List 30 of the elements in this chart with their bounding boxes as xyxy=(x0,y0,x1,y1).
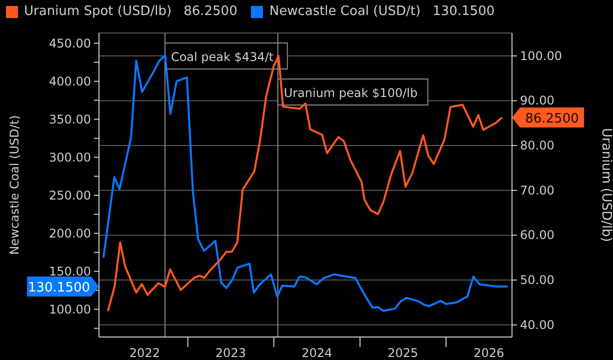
text: 130.1500 xyxy=(432,4,495,19)
y2-axis-title: Uranium (USD/lb) xyxy=(598,128,613,242)
ref-line-label: Uranium peak $100/lb xyxy=(284,86,418,100)
y2-tick-label: 100.00 xyxy=(520,48,562,63)
y2-tick-label: 40.00 xyxy=(520,318,554,332)
y2-tick-label: 80.00 xyxy=(520,138,554,153)
y-tick-label: 250.00 xyxy=(49,188,91,202)
y-tick-label: 150.00 xyxy=(49,264,91,278)
y-tick-label: 200.00 xyxy=(49,226,91,240)
x-tick-label: 2024 xyxy=(302,346,332,360)
y-axis-title: Newcastle Coal (USD/t) xyxy=(7,115,22,255)
y-tick-label: 400.00 xyxy=(49,74,91,88)
y2-tick-label: 90.00 xyxy=(520,94,554,108)
y-tick-label: 450.00 xyxy=(49,36,91,50)
legend-label: Uranium Spot (USD/lb) xyxy=(24,4,172,19)
y-tick-label: 350.00 xyxy=(49,112,91,126)
x-tick-label: 2022 xyxy=(129,346,160,360)
text: 86.2500 xyxy=(525,112,579,127)
text: 86.2500 xyxy=(184,4,238,19)
y2-tick-label: 60.00 xyxy=(520,228,554,242)
y2-tick-label: 70.00 xyxy=(520,183,554,198)
x-tick-label: 2023 xyxy=(215,346,246,360)
x-tick-label: 2026 xyxy=(474,346,504,360)
y2-tick-label: 50.00 xyxy=(520,273,554,288)
text: 130.1500 xyxy=(28,280,90,296)
legend-label: Newcastle Coal (USD/t) xyxy=(269,4,421,19)
ref-line-label: Coal peak $434/t xyxy=(170,50,274,64)
x-tick-label: 2025 xyxy=(388,346,418,360)
y-tick-label: 100.00 xyxy=(49,302,91,316)
y-tick-label: 300.00 xyxy=(49,150,91,164)
